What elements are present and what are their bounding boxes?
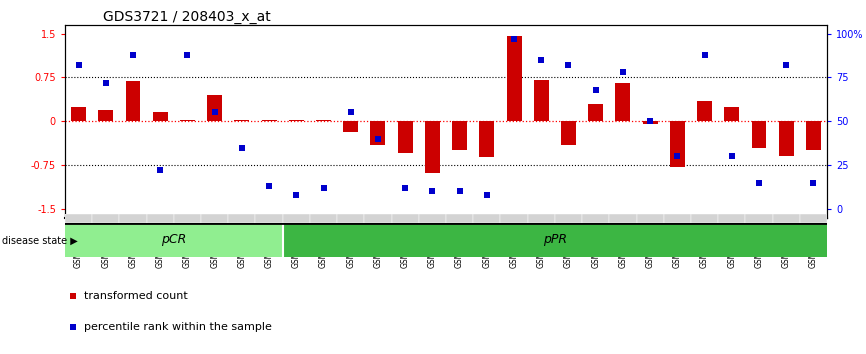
Bar	[262, 120, 276, 121]
Bar	[806, 121, 821, 150]
Text: disease state ▶: disease state ▶	[2, 236, 77, 246]
Text: pCR: pCR	[161, 233, 186, 246]
Bar	[555, 214, 582, 223]
Bar	[152, 113, 168, 121]
Bar	[371, 121, 385, 145]
Bar	[718, 214, 746, 223]
Bar	[800, 214, 827, 223]
Bar	[180, 120, 195, 121]
Bar	[746, 214, 772, 223]
Bar	[92, 214, 120, 223]
Bar	[779, 121, 793, 156]
Bar	[397, 121, 412, 153]
Bar	[479, 121, 494, 158]
Text: percentile rank within the sample: percentile rank within the sample	[84, 322, 272, 332]
Bar	[691, 214, 718, 223]
Bar	[65, 214, 92, 223]
Bar	[507, 36, 521, 121]
Bar	[663, 214, 691, 223]
Bar	[282, 223, 827, 257]
Bar	[235, 120, 249, 121]
Bar	[288, 120, 304, 121]
Bar	[588, 104, 603, 121]
Bar	[282, 214, 310, 223]
Bar	[446, 214, 473, 223]
Bar	[365, 214, 391, 223]
Bar	[561, 121, 576, 145]
Bar	[772, 214, 800, 223]
Bar	[527, 214, 555, 223]
Bar	[473, 214, 501, 223]
Bar	[207, 95, 222, 121]
Bar	[643, 121, 657, 124]
Bar	[120, 214, 146, 223]
Bar	[610, 214, 637, 223]
Bar	[391, 214, 419, 223]
Bar	[316, 120, 331, 121]
Text: GDS3721 / 208403_x_at: GDS3721 / 208403_x_at	[103, 10, 271, 24]
Bar	[255, 214, 282, 223]
Bar	[310, 214, 337, 223]
Bar	[71, 107, 86, 121]
Bar	[637, 214, 663, 223]
Bar	[452, 121, 467, 150]
Bar	[501, 214, 527, 223]
Bar	[724, 107, 740, 121]
Bar	[146, 214, 174, 223]
Text: transformed count: transformed count	[84, 291, 188, 302]
Bar	[201, 214, 229, 223]
Bar	[425, 121, 440, 173]
Bar	[343, 121, 359, 132]
Bar	[126, 81, 140, 121]
Bar	[582, 214, 610, 223]
Bar	[533, 80, 549, 121]
Bar	[752, 121, 766, 148]
Bar	[98, 109, 113, 121]
Text: pPR: pPR	[543, 233, 567, 246]
Bar	[65, 223, 282, 257]
Bar	[229, 214, 255, 223]
Bar	[174, 214, 201, 223]
Bar	[697, 101, 712, 121]
Bar	[337, 214, 365, 223]
Bar	[616, 83, 630, 121]
Bar	[669, 121, 685, 167]
Bar	[419, 214, 446, 223]
